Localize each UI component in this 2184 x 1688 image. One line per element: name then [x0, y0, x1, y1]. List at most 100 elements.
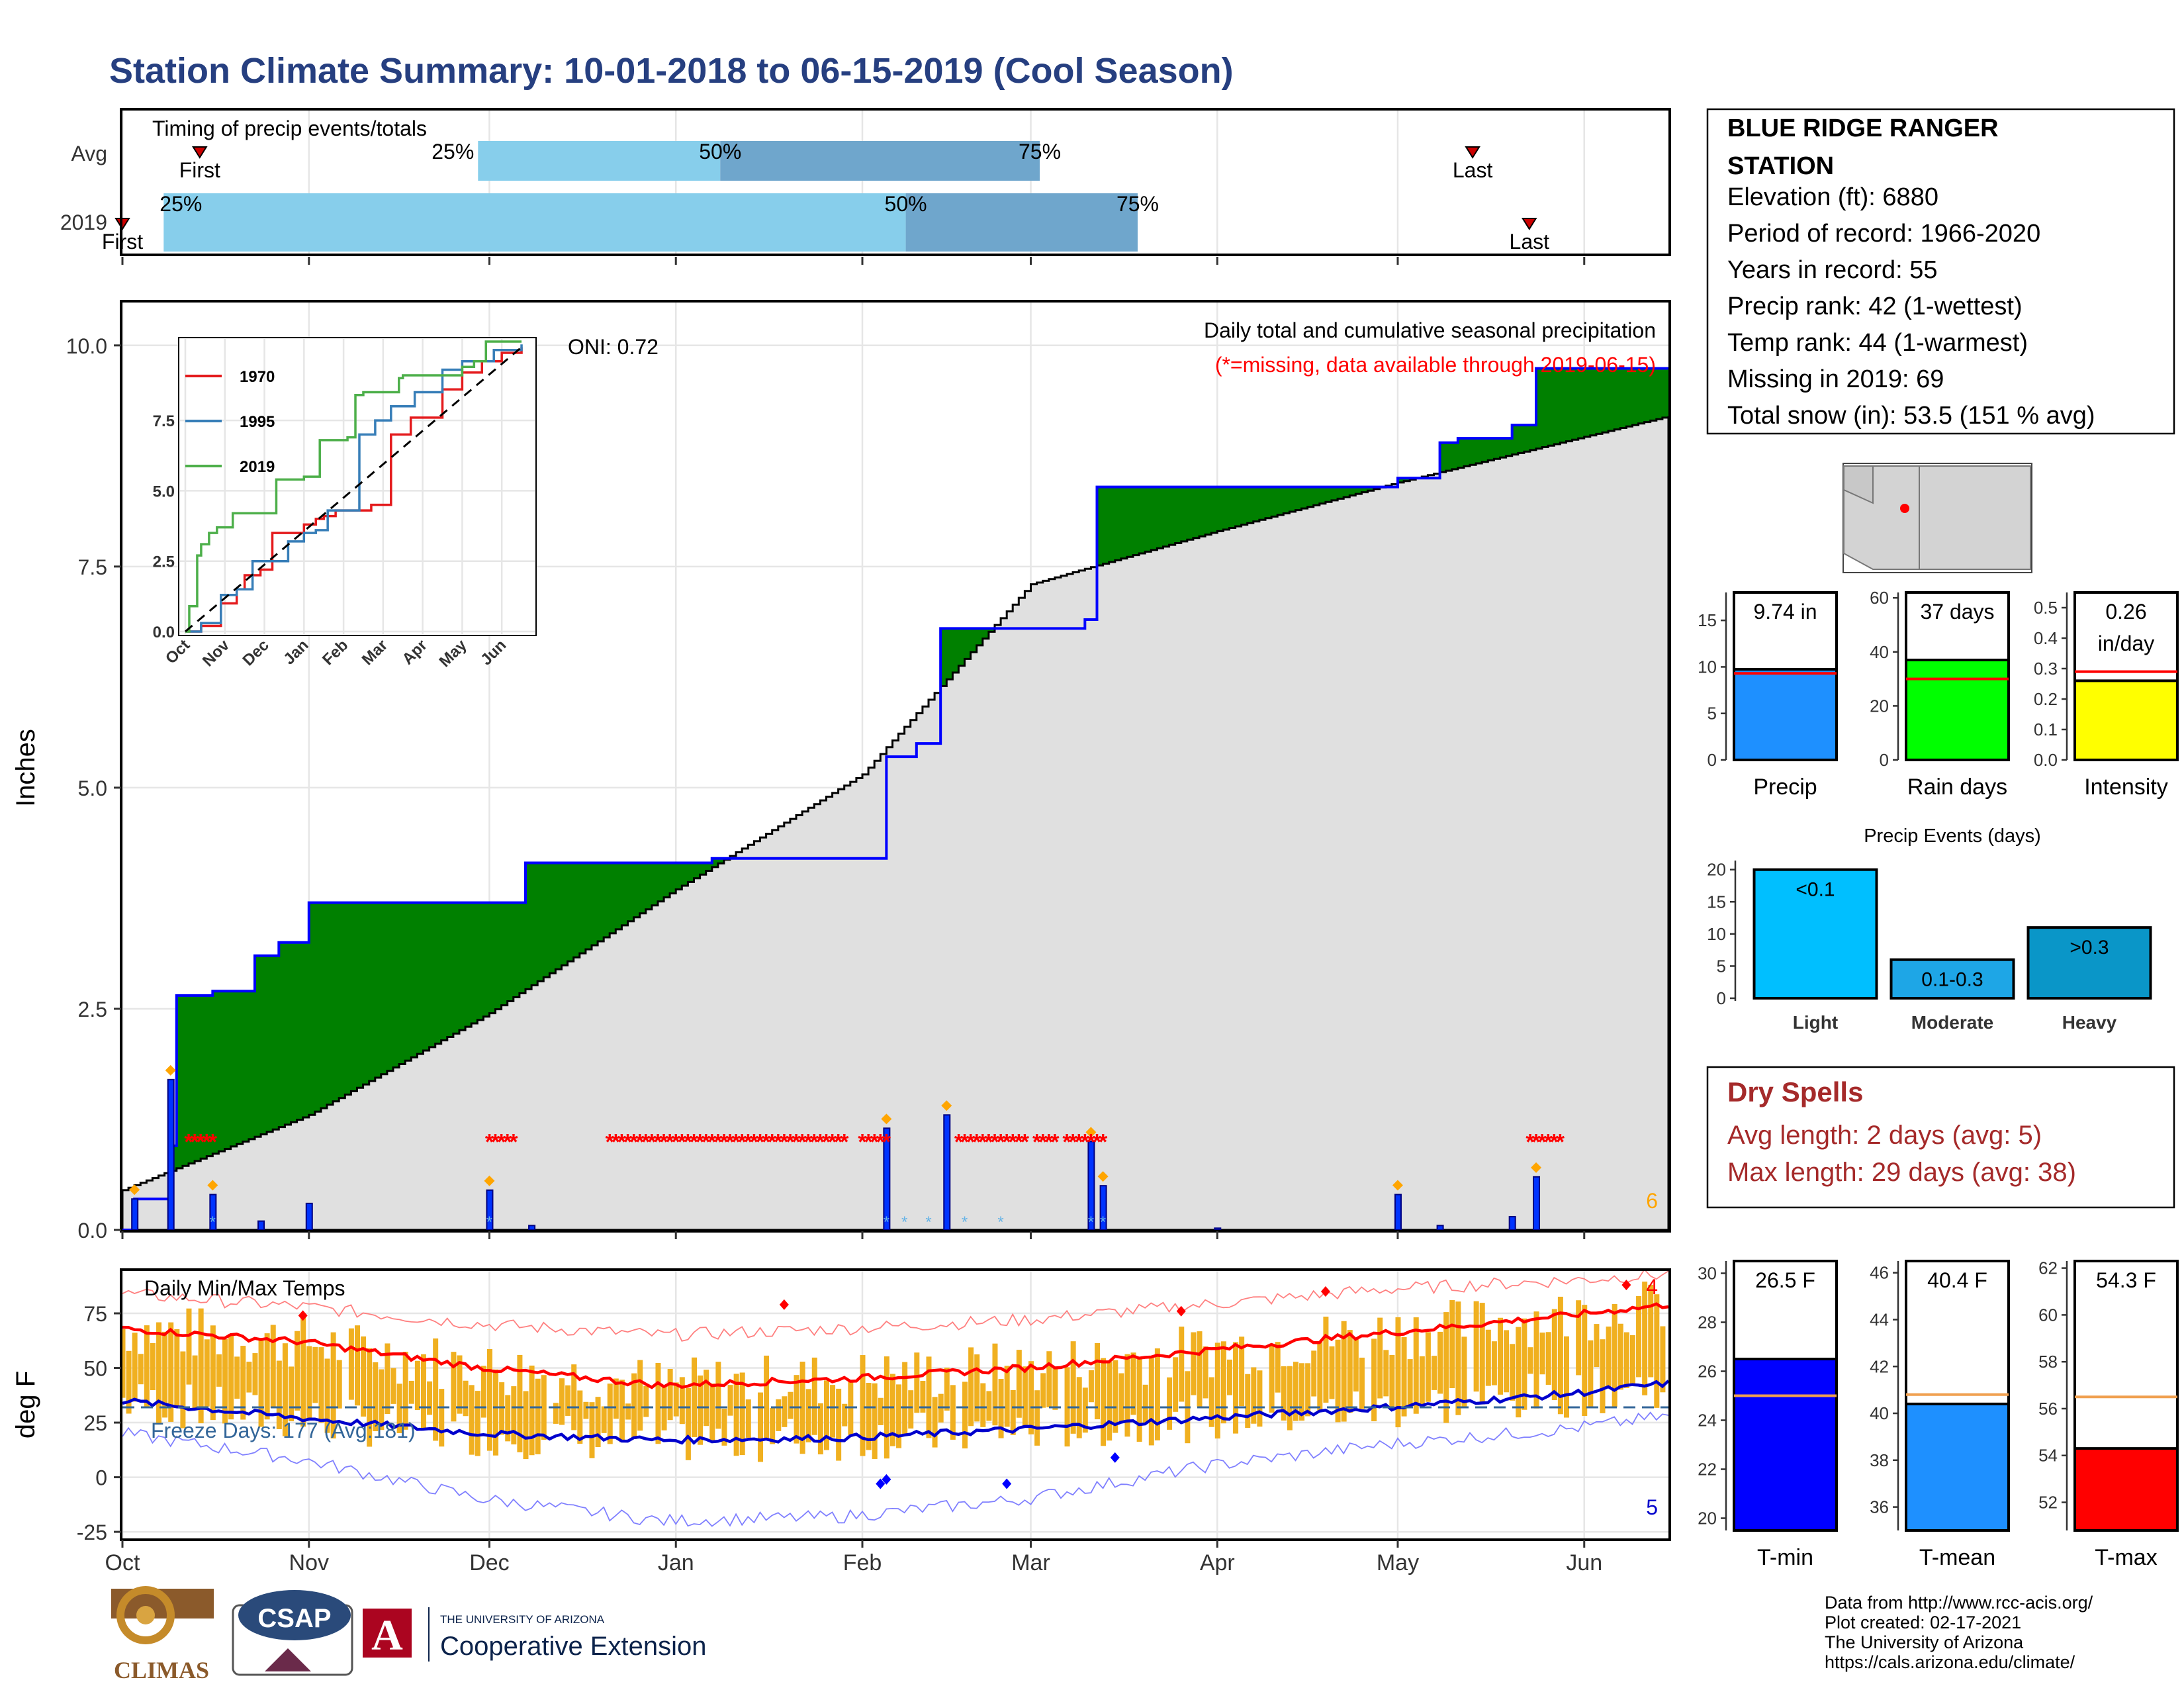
- snow-marker: *: [210, 1213, 216, 1231]
- temp-daily-bar: [1245, 1374, 1251, 1429]
- heavy-event-diamond: [1085, 1127, 1097, 1138]
- max-record-count: 4: [1646, 1275, 1658, 1299]
- precip-surplus-slice: [1536, 368, 1543, 449]
- climas-logo-ring: [116, 1586, 175, 1644]
- temp-daily-bar: [289, 1366, 295, 1422]
- temp-daily-bar: [523, 1391, 529, 1460]
- temp-ytick-label-2: 25: [83, 1411, 107, 1435]
- precip-surplus-slice: [1181, 487, 1188, 541]
- temp-daily-bar: [1203, 1346, 1208, 1399]
- tmean-bar-tick-label-4: 44: [1870, 1309, 1889, 1329]
- missing-marker: *: [509, 1129, 518, 1154]
- missing-marker: *: [1009, 1129, 1018, 1154]
- precip-surplus-slice: [1644, 368, 1651, 422]
- temp-daily-bar: [1497, 1317, 1503, 1395]
- precip-surplus-slice: [1211, 487, 1218, 533]
- precip-surplus-slice: [1163, 487, 1170, 547]
- missing-marker: *: [780, 1129, 789, 1154]
- precip-surplus-slice: [1169, 487, 1176, 545]
- events-category-heavy: Heavy: [2062, 1012, 2117, 1033]
- temp-daily-bar: [1395, 1317, 1401, 1428]
- missing-marker: *: [653, 1129, 662, 1154]
- intensity-mini-tick-label-0: 0.0: [2034, 750, 2058, 770]
- tmax-bar-value-text: 54.3 F: [2096, 1268, 2156, 1292]
- precip-surplus-slice: [1115, 487, 1122, 561]
- temp-y-ticks: -25 0 25 50 75: [77, 1302, 121, 1544]
- precip-surplus-slice: [477, 902, 484, 1020]
- tmean-bar-label: T-mean: [1919, 1545, 1995, 1570]
- temp-daily-bar: [1443, 1312, 1449, 1423]
- inset-ytick-1: 2.5: [153, 553, 175, 571]
- missing-marker: *: [1015, 1129, 1024, 1154]
- missing-marker: *: [966, 1129, 976, 1154]
- temp-daily-bar: [1504, 1330, 1510, 1393]
- events-bar-moderate: [1889, 958, 2015, 1000]
- snow-marker: *: [1100, 1213, 1106, 1231]
- temp-daily-bar: [463, 1380, 469, 1417]
- precip-surplus-slice: [381, 902, 388, 1074]
- tmean-bar-value-text: 40.4 F: [1927, 1268, 1987, 1292]
- precip-surplus-slice: [1217, 487, 1224, 532]
- missing-marker: *: [641, 1129, 651, 1154]
- temp-daily-bar: [1648, 1284, 1654, 1378]
- precip-surplus-slice: [1199, 487, 1206, 537]
- missing-data-markers: ***** ***** ******************************…: [184, 1129, 1565, 1154]
- precip-surplus-slice: [694, 863, 701, 878]
- heavy-event-diamond: [941, 1100, 952, 1111]
- inset-series: [185, 340, 523, 633]
- precip-surplus-slice: [705, 863, 713, 871]
- tmax-bar-tick-label-0: 52: [2038, 1493, 2058, 1513]
- missing-marker: *: [858, 1129, 867, 1154]
- precip-surplus-slice: [399, 902, 406, 1064]
- temp-daily-bar: [1257, 1370, 1263, 1427]
- temp-daily-bar: [361, 1336, 367, 1417]
- temp-daily-bar: [379, 1369, 385, 1430]
- temp-daily-bar: [367, 1348, 373, 1447]
- precip-surplus-slice: [700, 863, 707, 875]
- temp-daily-bar: [517, 1354, 523, 1452]
- temp-daily-bar: [1016, 1350, 1022, 1418]
- precip-daily-bar: [1436, 1225, 1444, 1231]
- temp-daily-bar: [1623, 1332, 1629, 1388]
- ua-logo-big-text: Cooperative Extension: [440, 1632, 706, 1661]
- temp-daily-bar: [198, 1308, 204, 1424]
- missing-marker: *: [725, 1129, 735, 1154]
- missing-marker: *: [732, 1129, 741, 1154]
- dry-spells-avg: Avg length: 2 days (avg: 5): [1727, 1121, 2042, 1150]
- temp-daily-bar: [698, 1375, 704, 1445]
- station-years: Years in record: 55: [1727, 256, 1938, 284]
- temp-daily-bar: [156, 1322, 162, 1425]
- temp-daily-bar: [258, 1340, 264, 1427]
- temp-daily-bar: [396, 1383, 402, 1433]
- temp-daily-bar: [1479, 1303, 1485, 1405]
- precip-surplus-slice: [254, 955, 261, 1137]
- record-high-marker: [1621, 1280, 1631, 1291]
- temp-daily-bar: [595, 1397, 601, 1448]
- temp-daily-bar: [950, 1385, 956, 1440]
- precip-surplus-slice: [1151, 487, 1158, 550]
- temp-daily-bar: [168, 1322, 174, 1422]
- temp-daily-bar: [1425, 1332, 1431, 1402]
- precip-surplus-slice: [1494, 438, 1501, 459]
- missing-marker: *: [497, 1129, 506, 1154]
- missing-marker: *: [684, 1129, 693, 1154]
- precip-surplus-slice: [573, 863, 580, 958]
- station-location-marker: [1900, 504, 1909, 513]
- temp-daily-bar: [1323, 1316, 1329, 1403]
- record-low-marker: [1002, 1478, 1012, 1489]
- temp-daily-bar: [1305, 1363, 1311, 1417]
- temp-daily-bar: [1359, 1357, 1365, 1409]
- precip-daily-bar: [943, 1114, 951, 1231]
- temp-daily-bar: [727, 1385, 733, 1416]
- precip-surplus-slice: [1620, 368, 1627, 428]
- snow-marker: *: [1088, 1213, 1094, 1231]
- temp-daily-bar: [427, 1381, 433, 1415]
- snow-marker: *: [925, 1213, 931, 1231]
- missing-marker: *: [774, 1129, 783, 1154]
- temp-daily-bar: [1233, 1342, 1239, 1434]
- inset-legend-label-2019: 2019: [240, 458, 275, 476]
- temp-daily-bar: [535, 1378, 541, 1454]
- temp-daily-bar: [902, 1362, 908, 1436]
- missing-marker: *: [810, 1129, 819, 1154]
- month-label-Mar: Mar: [1011, 1550, 1050, 1575]
